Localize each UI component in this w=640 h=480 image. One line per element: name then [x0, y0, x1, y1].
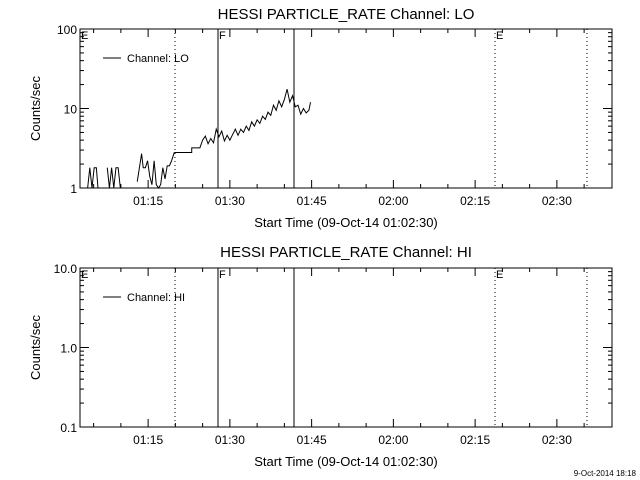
- legend-label: Channel: HI: [127, 292, 185, 304]
- x-tick-label: 02:15: [460, 194, 490, 208]
- annotation-e: E: [496, 30, 503, 42]
- x-tick-label: 02:30: [542, 433, 572, 447]
- timestamp-stamp: 9-Oct-2014 18:18: [574, 469, 637, 478]
- annotation-f: F: [219, 269, 226, 281]
- x-axis-label: Start Time (09-Oct-14 01:02:30): [254, 454, 438, 469]
- panel-lo: HESSI PARTICLE_RATE Channel: LO 01:15 01:3…: [28, 6, 613, 230]
- annotation-e: E: [81, 269, 88, 281]
- x-tick-label: 01:45: [297, 194, 327, 208]
- series-line: [136, 152, 175, 189]
- y-axis-label: Counts/sec: [28, 75, 43, 141]
- x-tick-label: 02:30: [542, 194, 572, 208]
- x-tick-label: 01:30: [215, 433, 245, 447]
- x-axis-label: Start Time (09-Oct-14 01:02:30): [254, 215, 438, 230]
- x-tick-label: 02:15: [460, 433, 490, 447]
- series-line: [106, 167, 121, 189]
- y-tick-label: 0.1: [60, 421, 77, 435]
- x-tick-label: 01:30: [215, 194, 245, 208]
- y-tick-label: 1.0: [60, 342, 77, 356]
- annotation-e: E: [496, 269, 503, 281]
- y-tick-label: 1: [70, 182, 77, 196]
- y-axis-label: Counts/sec: [28, 314, 43, 380]
- annotation-e: E: [81, 30, 88, 42]
- chart-title: HESSI PARTICLE_RATE Channel: LO: [218, 6, 475, 23]
- panel-hi: HESSI PARTICLE_RATE Channel: HI 01:15 01:3…: [28, 244, 613, 469]
- y-tick-label: 10.0: [54, 262, 78, 276]
- chart-title: HESSI PARTICLE_RATE Channel: HI: [220, 244, 472, 261]
- x-tick-label: 01:15: [133, 194, 163, 208]
- series-line: [174, 89, 312, 153]
- series-line: [87, 167, 99, 189]
- legend-label: Channel: LO: [127, 53, 189, 65]
- y-tick-label: 100: [57, 23, 77, 37]
- y-tick-label: 10: [64, 103, 78, 117]
- x-tick-label: 02:00: [378, 433, 408, 447]
- x-tick-label: 02:00: [378, 194, 408, 208]
- annotation-f: F: [219, 30, 226, 42]
- x-tick-label: 01:15: [133, 433, 163, 447]
- x-tick-label: 01:45: [297, 433, 327, 447]
